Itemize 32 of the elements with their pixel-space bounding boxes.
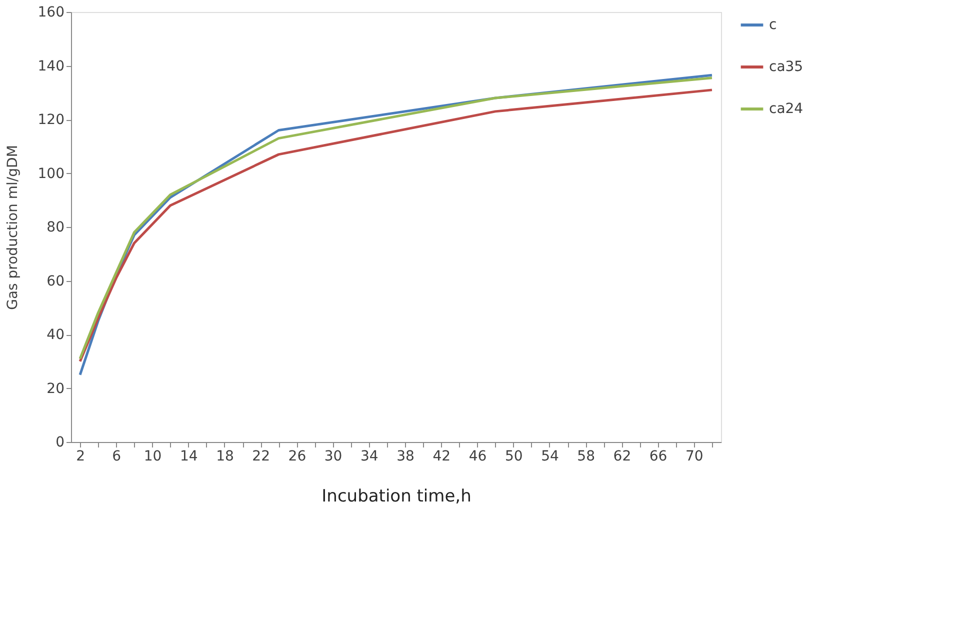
x-axis-title: Incubation time,h bbox=[322, 486, 472, 506]
x-tick-label: 58 bbox=[577, 448, 595, 464]
x-tick-label: 22 bbox=[252, 448, 270, 464]
x-tick-label: 54 bbox=[541, 448, 559, 464]
x-tick-label: 18 bbox=[216, 448, 234, 464]
y-tick-label: 80 bbox=[46, 220, 64, 236]
y-tick-label: 40 bbox=[46, 327, 64, 343]
x-tick-label: 42 bbox=[432, 448, 451, 464]
legend-label: ca24 bbox=[769, 101, 804, 117]
x-tick-label: 66 bbox=[649, 448, 668, 464]
legend-label: ca35 bbox=[769, 59, 804, 75]
x-tick-label: 2 bbox=[76, 448, 85, 464]
y-tick-label: 100 bbox=[38, 166, 64, 182]
x-tick-label: 50 bbox=[504, 448, 523, 464]
x-tick-label: 38 bbox=[396, 448, 414, 464]
y-tick-label: 160 bbox=[38, 4, 64, 20]
x-tick-label: 46 bbox=[468, 448, 487, 464]
x-tick-label: 14 bbox=[180, 448, 198, 464]
x-tick-label: 62 bbox=[613, 448, 632, 464]
y-axis-title: Gas production ml/gDM bbox=[4, 145, 21, 310]
y-tick-label: 60 bbox=[46, 273, 64, 290]
y-tick-label: 140 bbox=[38, 58, 64, 74]
x-tick-label: 70 bbox=[686, 448, 704, 464]
x-tick-label: 30 bbox=[324, 448, 342, 464]
x-tick-label: 34 bbox=[360, 448, 378, 464]
legend-label: c bbox=[769, 17, 777, 33]
x-tick-label: 10 bbox=[144, 448, 162, 464]
y-tick-label: 120 bbox=[38, 112, 64, 128]
y-tick-label: 20 bbox=[46, 380, 64, 397]
y-tick-label: 0 bbox=[56, 434, 64, 450]
x-tick-label: 6 bbox=[112, 448, 122, 464]
x-tick-label: 26 bbox=[288, 448, 306, 464]
